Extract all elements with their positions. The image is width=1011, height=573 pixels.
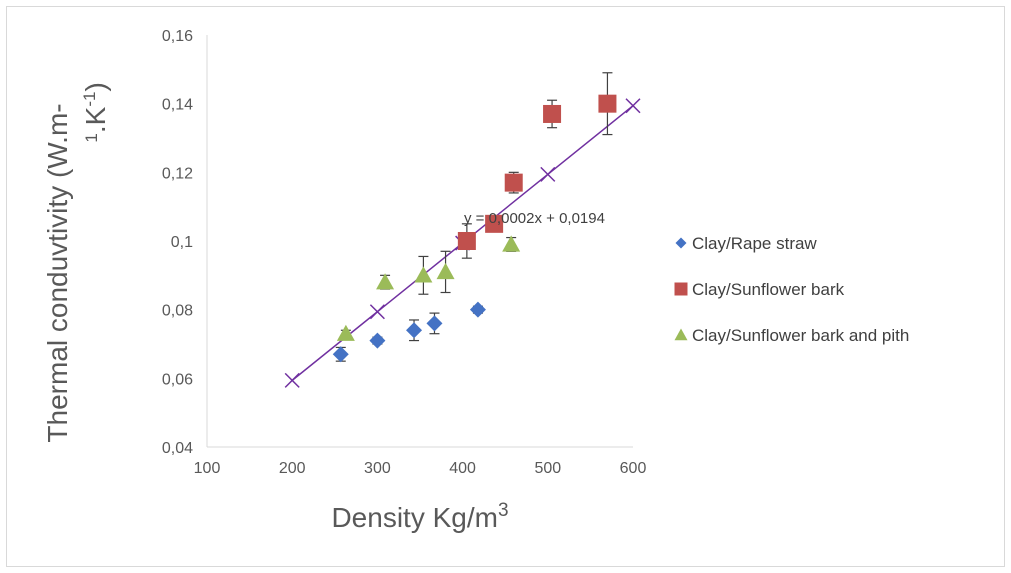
data-point-diamond: [369, 332, 386, 349]
data-points: [332, 94, 617, 363]
data-point-square: [598, 94, 617, 113]
y-axis-title-line2: 1.K-1): [80, 82, 111, 142]
data-point-diamond: [426, 315, 443, 332]
data-point-triangle: [414, 266, 433, 283]
trendline-x-marker: [369, 304, 385, 320]
y-axis-title: Thermal conduvtivity (W.m- 1.K-1): [42, 82, 111, 442]
data-point-diamond: [469, 301, 486, 318]
y-axis-title-line1: Thermal conduvtivity (W.m-: [42, 103, 73, 442]
trendline-x-marker: [625, 98, 641, 114]
y-tick-label: 0,14: [162, 97, 193, 114]
trendline-equation-group: y = 0,0002x + 0,0194: [464, 210, 605, 227]
data-point-square: [504, 173, 523, 192]
data-point-square: [485, 214, 504, 233]
axis-titles: Density Kg/m3 Thermal conduvtivity (W.m-…: [42, 82, 509, 533]
y-tick-label: 0,16: [162, 28, 193, 45]
axes: [206, 35, 633, 448]
x-tick-label: 300: [364, 460, 391, 477]
x-tick-label: 100: [194, 460, 221, 477]
scatter-chart: 0,04 0,06 0,08 0,1 0,12 0,14 0,16 100 200 300 400 5…: [42, 28, 909, 533]
legend-label: Clay/Sunflower bark and pith: [692, 326, 909, 345]
data-point-triangle: [436, 262, 455, 280]
trendline-x-marker: [284, 372, 300, 388]
data-point-triangle: [336, 324, 355, 341]
data-point-triangle: [502, 235, 521, 252]
data-point-diamond: [332, 346, 349, 363]
x-axis-title: Density Kg/m3: [331, 500, 508, 533]
legend-marker-triangle: [674, 328, 688, 341]
trendline-equation: y = 0,0002x + 0,0194: [464, 210, 605, 227]
x-tick-label: 600: [620, 460, 647, 477]
data-point-diamond: [406, 322, 423, 339]
y-tick-label: 0,06: [162, 371, 193, 388]
legend-marker-diamond: [675, 237, 687, 249]
data-point-square: [543, 104, 562, 123]
y-tick-label: 0,04: [162, 440, 193, 457]
x-tick-label: 200: [279, 460, 306, 477]
data-point-triangle: [376, 273, 395, 290]
legend-item: Clay/Sunflower bark: [674, 280, 845, 299]
y-tick-label: 0,08: [162, 303, 193, 320]
data-point-square: [457, 232, 476, 250]
legend-item: Clay/Rape straw: [675, 234, 817, 253]
y-tick-label: 0,12: [162, 165, 193, 182]
legend: Clay/Rape straw Clay/Sunflower bark Clay/S…: [674, 234, 909, 345]
y-tick-label: 0,1: [171, 234, 193, 251]
legend-label: Clay/Sunflower bark: [692, 280, 845, 299]
chart-frame: 0,04 0,06 0,08 0,1 0,12 0,14 0,16 100 200 300 400 5…: [6, 6, 1005, 567]
x-tick-label: 500: [534, 460, 561, 477]
legend-item: Clay/Sunflower bark and pith: [674, 326, 909, 345]
tick-labels: 0,04 0,06 0,08 0,1 0,12 0,14 0,16 100 200 300 400 5…: [162, 28, 647, 477]
trendline-x-marker: [540, 166, 556, 182]
legend-label: Clay/Rape straw: [692, 234, 817, 253]
legend-marker-square: [674, 282, 688, 296]
x-tick-label: 400: [449, 460, 476, 477]
